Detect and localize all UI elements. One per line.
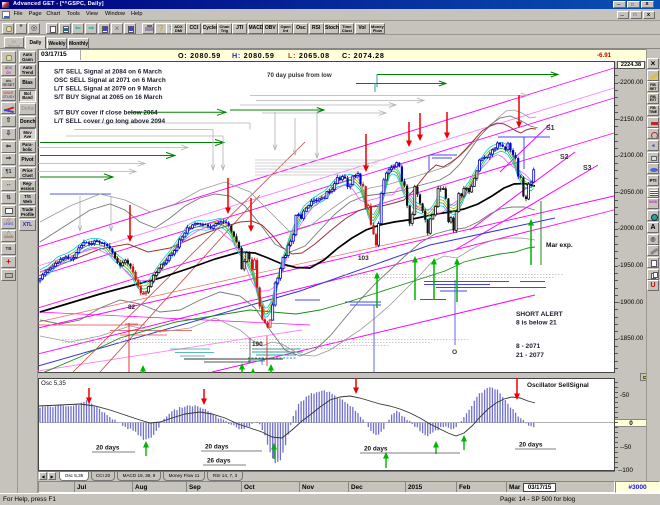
svg-text:82: 82 [128, 304, 136, 311]
svg-text:20 days: 20 days [519, 442, 543, 449]
svg-text:Mar exp.: Mar exp. [546, 242, 573, 249]
svg-text:S3: S3 [583, 165, 592, 172]
svg-text:190: 190 [252, 341, 263, 348]
svg-text:S/T SELL Signal at 2084 on 6 M: S/T SELL Signal at 2084 on 6 March [54, 69, 162, 76]
svg-text:20 days: 20 days [364, 446, 388, 453]
svg-text:8 - 2071: 8 - 2071 [516, 343, 541, 350]
svg-text:S/T BUY cover if close below 2: S/T BUY cover if close below 2064 [54, 110, 158, 117]
svg-text:S/T BUY Signal at 2065 on 16 M: S/T BUY Signal at 2065 on 16 March [54, 94, 163, 101]
svg-text:70 day pulse from low: 70 day pulse from low [267, 72, 332, 79]
svg-text:20 days: 20 days [205, 444, 229, 451]
svg-text:Osc 5,35: Osc 5,35 [41, 380, 66, 387]
svg-text:S2: S2 [560, 154, 569, 161]
svg-text:L/T SELL Signal at 2079 on 9 M: L/T SELL Signal at 2079 on 9 March [54, 86, 162, 93]
svg-text:20 days: 20 days [96, 445, 120, 452]
svg-text:Oscillator SellSignal: Oscillator SellSignal [527, 382, 589, 389]
svg-text:S1: S1 [546, 125, 555, 132]
svg-text:103: 103 [358, 255, 369, 262]
svg-text:L/T SELL cover / go long above: L/T SELL cover / go long above 2094 [54, 118, 165, 125]
svg-text:O: O [452, 349, 457, 356]
svg-text:SHORT ALERT: SHORT ALERT [516, 311, 563, 318]
svg-text:OSC SELL Signal at 2071 on 6 M: OSC SELL Signal at 2071 on 6 March [54, 77, 166, 84]
svg-text:8 is below 21: 8 is below 21 [516, 320, 557, 327]
svg-text:21 - 2077: 21 - 2077 [516, 352, 544, 359]
svg-text:26 days: 26 days [207, 458, 231, 465]
